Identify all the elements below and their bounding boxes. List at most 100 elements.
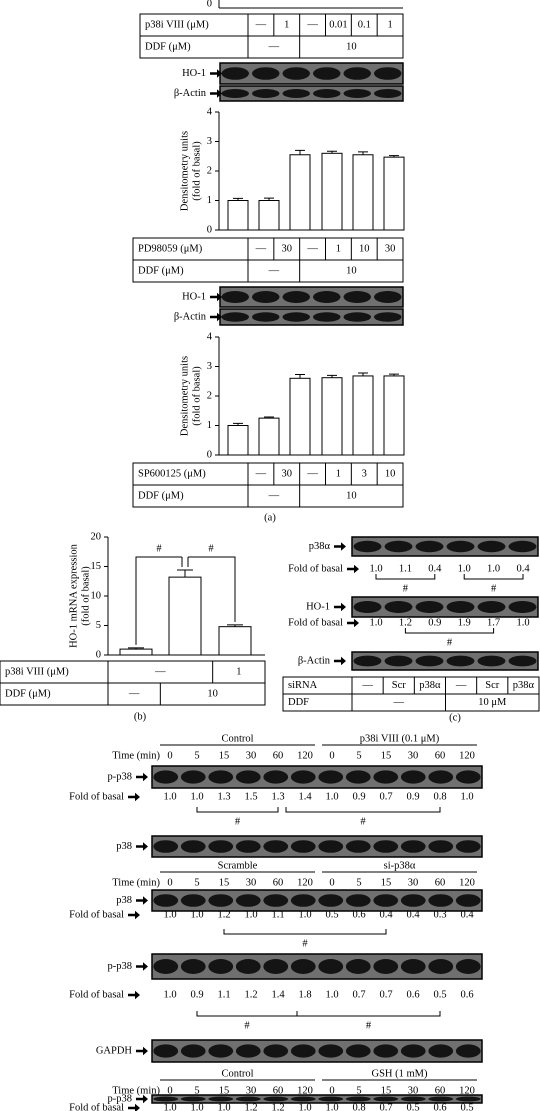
band <box>313 312 341 322</box>
bracket <box>296 1011 441 1017</box>
blot-label: β-Actin <box>174 311 207 322</box>
fold-value: 0.5 <box>433 989 446 1000</box>
arrow <box>210 89 222 98</box>
fold-value: 1.0 <box>516 617 529 628</box>
time-value: 5 <box>356 1085 361 1096</box>
bar <box>352 154 374 231</box>
bar <box>168 576 202 656</box>
bracket <box>196 807 279 813</box>
band <box>373 770 399 784</box>
band <box>235 770 261 784</box>
table-cell: 10 μM <box>478 697 507 708</box>
blot-label: p-p38 <box>108 1093 133 1104</box>
band <box>208 770 234 784</box>
blot-label: HO-1 <box>182 291 206 302</box>
band <box>384 601 413 613</box>
time-value: 5 <box>356 877 361 888</box>
bar <box>321 377 343 456</box>
significance-mark: # <box>208 543 214 554</box>
band <box>263 959 289 974</box>
fold-value: 1.0 <box>369 563 382 574</box>
band <box>153 1096 179 1102</box>
y-tick-label: 3 <box>207 136 212 147</box>
blot-label: β-Actin <box>298 655 331 666</box>
time-value: 60 <box>273 877 284 888</box>
row-label: siRNA <box>288 680 318 691</box>
fold-value: 1.2 <box>399 617 412 628</box>
band <box>508 601 537 613</box>
band <box>400 1044 426 1058</box>
fold-value: 1.0 <box>190 791 203 802</box>
y-tick-label: 2 <box>207 390 212 401</box>
band <box>282 67 310 80</box>
table-cell: — <box>268 41 280 52</box>
band <box>313 67 341 80</box>
fold-value: 1.0 <box>325 989 338 1000</box>
table-cell: — <box>154 666 166 677</box>
band <box>374 67 402 80</box>
blot <box>151 889 483 912</box>
band <box>374 291 402 303</box>
band <box>180 1044 206 1058</box>
bracket <box>375 574 436 580</box>
band <box>455 959 481 974</box>
blot-label: HO-1 <box>182 68 206 79</box>
arrow <box>334 656 346 666</box>
band <box>290 1044 316 1058</box>
time-value: 30 <box>408 1085 419 1096</box>
significance-mark: # <box>360 816 366 827</box>
fold-value: 1.0 <box>460 791 473 802</box>
fold-value: 1.0 <box>163 989 176 1000</box>
y-tick-label: 1 <box>207 195 212 206</box>
fold-value: 1.0 <box>190 909 203 920</box>
table-cell: — <box>255 468 267 479</box>
band <box>318 1044 344 1058</box>
fold-value: 0.9 <box>428 617 441 628</box>
band <box>263 894 289 907</box>
row-label: p38i VIII (μM) <box>5 666 69 677</box>
fold-value: 1.1 <box>217 989 230 1000</box>
table-cell: 1 <box>236 666 241 677</box>
time-label: Time (min) <box>112 877 160 888</box>
fold-label: Fold of basal <box>69 909 124 920</box>
band <box>180 959 206 974</box>
table-cell: 1 <box>387 19 392 30</box>
band <box>318 959 344 974</box>
fold-value: 0.7 <box>379 1102 392 1111</box>
bracket <box>463 574 524 580</box>
table-cell: 10 <box>346 265 357 276</box>
band <box>318 770 344 784</box>
fold-value: 1.4 <box>298 791 312 802</box>
band <box>428 840 454 853</box>
table-cell: 3 <box>362 468 367 479</box>
arrow <box>210 69 222 78</box>
arrow <box>136 772 148 782</box>
fold-value: 0.4 <box>460 909 474 920</box>
band <box>343 67 371 80</box>
time-value: 0 <box>167 877 172 888</box>
table-cell: 1 <box>284 19 289 30</box>
band <box>290 1096 316 1102</box>
arrow <box>347 564 359 574</box>
band <box>235 894 261 907</box>
band <box>252 291 280 303</box>
table-cell: — <box>255 243 267 254</box>
y-tick-label: 4 <box>207 331 213 342</box>
fold-value: 0.8 <box>352 1102 365 1111</box>
table-cell: — <box>455 680 467 691</box>
fold-value: 0.6 <box>433 1102 446 1111</box>
table-cell: 10 <box>346 490 357 501</box>
bar <box>383 156 405 231</box>
band <box>508 540 537 553</box>
band <box>208 1096 234 1102</box>
arrow <box>128 910 140 920</box>
band <box>221 89 249 98</box>
fold-value: 0.3 <box>433 909 446 920</box>
band <box>446 655 475 667</box>
time-value: 15 <box>219 1085 230 1096</box>
time-value: 60 <box>273 1085 284 1096</box>
band <box>415 655 444 667</box>
blot-label: HO-1 <box>306 601 330 612</box>
bar <box>227 425 249 456</box>
table-cell: — <box>306 243 318 254</box>
